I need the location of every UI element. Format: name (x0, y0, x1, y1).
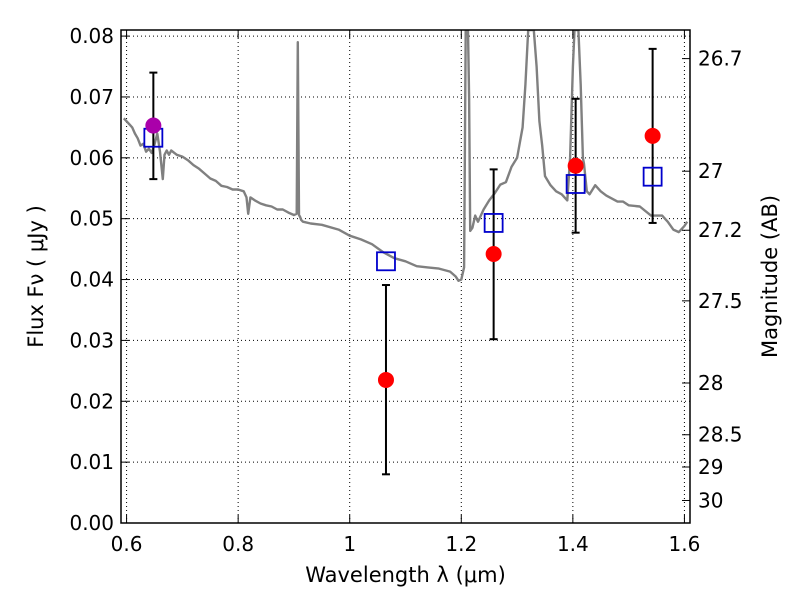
x-tick-label: 1 (343, 532, 356, 556)
y-axis-label: Flux Fν ( μJy ) (24, 205, 48, 348)
y-tick-label: 0.01 (69, 450, 114, 474)
y-tick-label: 0.05 (69, 207, 114, 231)
observed-marker (377, 371, 394, 388)
right-y-tick-label: 28 (698, 371, 723, 395)
y-axis-label-right: Magnitude (AB) (758, 195, 782, 358)
right-y-tick-label: 27.5 (698, 289, 743, 313)
right-y-tick-label: 29 (698, 455, 723, 479)
right-y-tick-label: 28.5 (698, 423, 743, 447)
observed-series (145, 117, 661, 388)
right-y-tick-label: 27.2 (698, 218, 743, 242)
y-tick-label: 0.08 (69, 24, 114, 48)
spectrum-series (122, 30, 689, 282)
axis-ticks (121, 30, 690, 524)
y-tick-label: 0.02 (69, 389, 114, 413)
spectrum-line (122, 30, 689, 282)
y-tick-label: 0.03 (69, 328, 114, 352)
x-tick-label: 0.6 (111, 532, 143, 556)
y-tick-label: 0.06 (69, 146, 114, 170)
y-tick-label: 0.07 (69, 85, 114, 109)
grid-lines (121, 30, 690, 524)
model-band-marker (565, 174, 586, 194)
right-y-tick-label: 30 (698, 488, 723, 512)
x-tick-label: 0.8 (222, 532, 254, 556)
plot-frame (120, 29, 691, 524)
model-band-marker (376, 251, 396, 272)
right-y-tick-label: 26.7 (698, 47, 743, 71)
observed-marker (567, 157, 584, 174)
observed-marker (145, 117, 162, 134)
x-tick-label: 1.2 (445, 532, 477, 556)
model-band-marker (642, 166, 663, 187)
y-tick-label: 0.00 (69, 511, 114, 535)
y-tick-label: 0.04 (69, 268, 114, 292)
x-axis-label: Wavelength λ (μm) (305, 563, 506, 587)
right-y-tick-label: 27 (698, 159, 723, 183)
tick-labels: 0.6 0.8 1 1.2 1.4 1.6 0.00 0.01 0.02 0.03 0.04 0.05… (69, 24, 742, 556)
x-tick-label: 1.6 (669, 532, 701, 556)
model-band-series (143, 127, 663, 272)
x-tick-label: 1.4 (557, 532, 589, 556)
observed-marker (485, 245, 502, 262)
model-band-marker (483, 213, 504, 233)
observed-marker (644, 127, 661, 144)
